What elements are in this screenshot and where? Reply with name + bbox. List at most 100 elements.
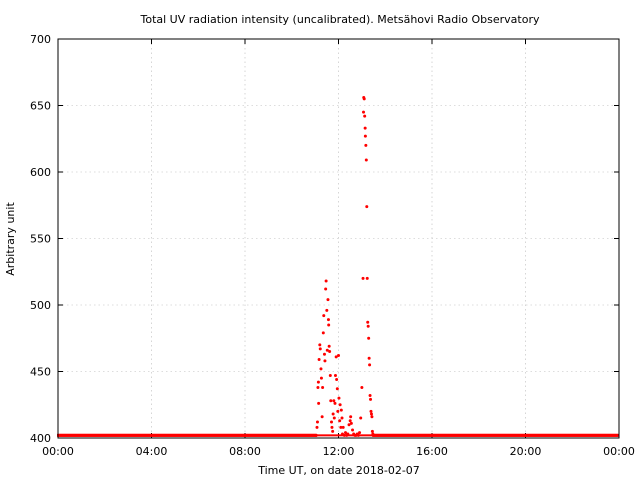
data-point <box>331 412 335 416</box>
data-point <box>368 393 372 397</box>
data-point <box>316 385 320 389</box>
data-point <box>329 399 333 403</box>
data-point <box>332 399 336 403</box>
data-point <box>335 377 339 381</box>
data-point <box>366 324 370 328</box>
y-tick-label: 700 <box>30 33 51 46</box>
data-point <box>348 419 352 423</box>
data-point <box>367 356 371 360</box>
data-point <box>339 425 343 429</box>
data-point <box>368 363 372 367</box>
data-point <box>341 425 345 429</box>
data-point <box>323 359 327 363</box>
data-point <box>349 415 353 419</box>
data-point <box>360 385 364 389</box>
y-tick-label: 400 <box>30 432 51 445</box>
data-point <box>331 429 335 433</box>
data-point <box>351 428 355 432</box>
data-point <box>330 425 334 429</box>
data-point <box>361 276 365 280</box>
data-point <box>326 298 330 302</box>
data-point <box>314 433 318 437</box>
data-point <box>318 343 322 347</box>
x-axis-label: Time UT, on date 2018-02-07 <box>257 464 420 477</box>
data-point <box>320 415 324 419</box>
y-tick-label: 500 <box>30 299 51 312</box>
data-point <box>364 143 368 147</box>
data-point <box>370 429 374 433</box>
data-point <box>318 347 322 351</box>
data-point <box>324 287 328 291</box>
data-point <box>321 331 325 335</box>
y-tick-label: 550 <box>30 233 51 246</box>
data-point <box>342 433 346 437</box>
data-point <box>362 97 366 101</box>
data-point <box>363 126 367 130</box>
data-point <box>335 387 339 391</box>
data-point <box>363 134 367 138</box>
data-points <box>57 96 619 437</box>
data-point <box>333 373 337 377</box>
data-point <box>329 420 333 424</box>
data-point <box>362 110 366 114</box>
data-point <box>321 385 325 389</box>
baseline-point <box>617 433 619 437</box>
data-point <box>366 320 370 324</box>
data-point <box>333 401 337 405</box>
data-point <box>319 367 323 371</box>
data-point <box>369 412 373 416</box>
x-tick-label: 08:00 <box>229 445 261 458</box>
data-point <box>359 416 363 420</box>
data-point <box>370 415 374 419</box>
data-point <box>334 355 338 359</box>
data-point <box>338 419 342 423</box>
data-point <box>315 425 319 429</box>
data-point <box>338 403 342 407</box>
y-tick-label: 600 <box>30 166 51 179</box>
data-point <box>337 396 341 400</box>
data-point <box>349 421 353 425</box>
chart-title: Total UV radiation intensity (uncalibrat… <box>140 13 540 26</box>
x-tick-label: 20:00 <box>510 445 542 458</box>
data-point <box>367 336 371 340</box>
data-point <box>371 432 375 436</box>
data-point <box>322 352 326 356</box>
x-tick-label: 04:00 <box>136 445 168 458</box>
x-tick-label: 16:00 <box>416 445 448 458</box>
data-point <box>317 358 321 362</box>
y-tick-label: 650 <box>30 100 51 113</box>
data-point <box>369 409 373 413</box>
data-point <box>324 279 328 283</box>
data-point <box>316 380 320 384</box>
data-point <box>356 433 360 437</box>
data-point <box>347 423 351 427</box>
data-point <box>332 416 336 420</box>
data-point <box>346 432 350 436</box>
data-point <box>336 409 340 413</box>
data-point <box>326 318 330 322</box>
data-point <box>327 344 331 348</box>
data-point <box>328 373 332 377</box>
x-tick-label: 12:00 <box>323 445 355 458</box>
grid-lines <box>58 39 619 438</box>
data-point <box>365 205 369 209</box>
data-point <box>317 401 321 405</box>
x-tick-label: 00:00 <box>42 445 74 458</box>
data-point <box>322 314 326 318</box>
data-point <box>365 276 369 280</box>
data-point <box>319 376 323 380</box>
data-point <box>344 431 348 435</box>
data-point <box>363 114 367 118</box>
data-point <box>325 308 329 312</box>
data-point <box>364 158 368 162</box>
plot-frame <box>57 38 620 439</box>
data-point <box>327 323 331 327</box>
x-tick-label: 00:00 <box>603 445 635 458</box>
data-point <box>328 350 332 354</box>
data-point <box>340 416 344 420</box>
y-tick-label: 450 <box>30 366 51 379</box>
data-point <box>358 431 362 435</box>
data-point <box>325 348 329 352</box>
